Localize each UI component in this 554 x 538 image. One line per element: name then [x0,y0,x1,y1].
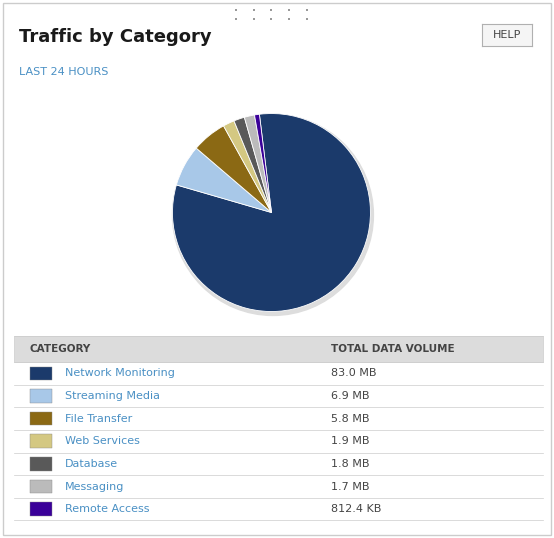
Text: HELP: HELP [493,30,521,40]
Text: Streaming Media: Streaming Media [65,391,160,401]
Wedge shape [244,115,271,213]
Wedge shape [172,114,371,312]
FancyBboxPatch shape [30,480,52,493]
Text: Remote Access: Remote Access [65,504,150,514]
Text: LAST 24 HOURS: LAST 24 HOURS [19,67,108,77]
Text: TOTAL DATA VOLUME: TOTAL DATA VOLUME [331,344,455,354]
Text: 1.9 MB: 1.9 MB [331,436,370,446]
Wedge shape [196,126,271,213]
Text: 812.4 KB: 812.4 KB [331,504,382,514]
Wedge shape [224,121,271,213]
Wedge shape [234,117,271,213]
Text: File Transfer: File Transfer [65,414,132,423]
FancyBboxPatch shape [30,389,52,403]
Text: Network Monitoring: Network Monitoring [65,369,175,378]
Circle shape [172,115,373,315]
Text: 83.0 MB: 83.0 MB [331,369,377,378]
Text: Web Services: Web Services [65,436,140,446]
Text: Traffic by Category: Traffic by Category [19,28,212,46]
FancyBboxPatch shape [14,336,543,362]
FancyBboxPatch shape [30,412,52,426]
Text: 1.7 MB: 1.7 MB [331,482,370,492]
Text: CATEGORY: CATEGORY [30,344,91,354]
Text: Database: Database [65,459,119,469]
Wedge shape [176,148,271,213]
FancyBboxPatch shape [30,502,52,516]
Wedge shape [254,114,271,213]
Text: 1.8 MB: 1.8 MB [331,459,370,469]
Text: 6.9 MB: 6.9 MB [331,391,370,401]
FancyBboxPatch shape [30,435,52,448]
FancyBboxPatch shape [30,457,52,471]
FancyBboxPatch shape [30,366,52,380]
Text: Messaging: Messaging [65,482,125,492]
Text: 5.8 MB: 5.8 MB [331,414,370,423]
